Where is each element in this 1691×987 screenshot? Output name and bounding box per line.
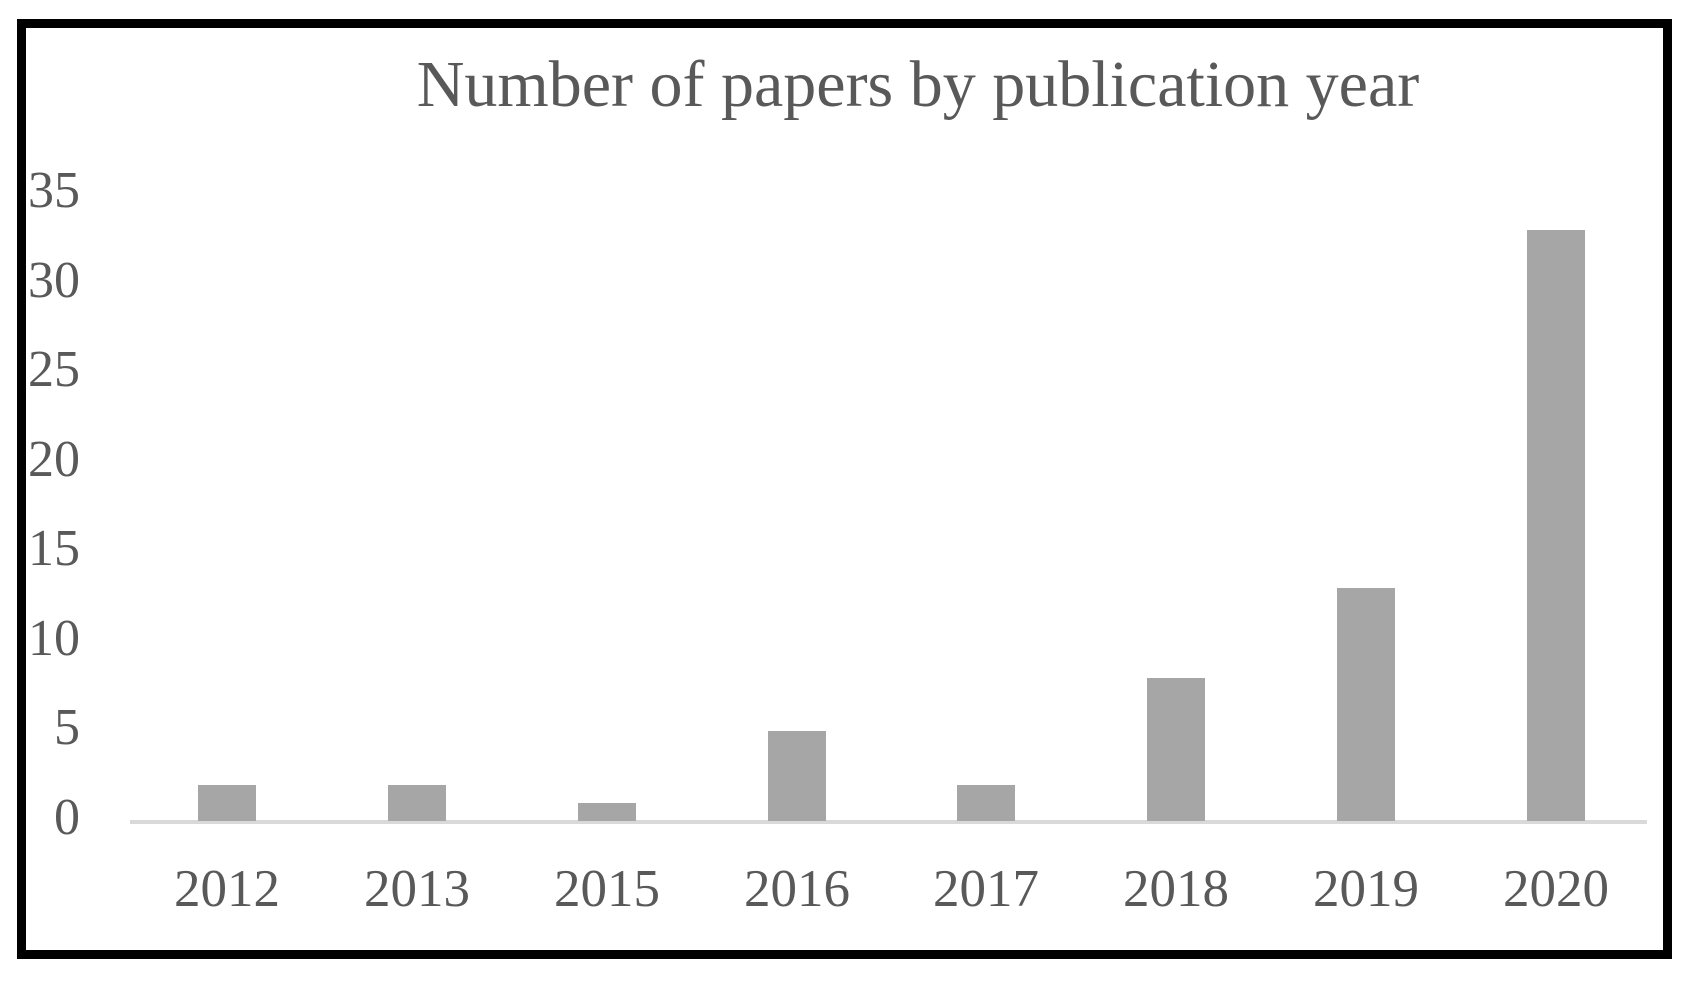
bar-2013	[388, 785, 446, 821]
x-axis-tick-label: 2016	[744, 860, 850, 918]
y-axis-tick-label: 25	[28, 341, 80, 398]
y-axis-tick-label: 0	[54, 789, 80, 846]
bar-2019	[1337, 588, 1395, 821]
x-axis-tick-label: 2015	[554, 860, 660, 918]
chart-title: Number of papers by publication year	[416, 48, 1420, 121]
y-axis-tick-label: 15	[28, 520, 80, 577]
bar-2016	[768, 731, 826, 821]
y-axis-tick-label: 30	[28, 252, 80, 309]
bar-2015	[578, 803, 636, 821]
bar-2017	[957, 785, 1015, 821]
bar-2018	[1147, 678, 1205, 821]
x-axis-tick-label: 2020	[1503, 860, 1609, 918]
y-axis-tick-label: 35	[28, 162, 80, 219]
bar-2020	[1527, 230, 1585, 821]
x-axis-tick-label: 2018	[1123, 860, 1229, 918]
bar-2012	[198, 785, 256, 821]
y-axis-tick-label: 20	[28, 431, 80, 488]
x-axis-tick-label: 2012	[174, 860, 280, 918]
y-axis-tick-label: 10	[28, 610, 80, 667]
figure-border	[17, 19, 1672, 959]
x-axis-tick-label: 2013	[364, 860, 470, 918]
x-axis-tick-label: 2017	[933, 860, 1039, 918]
y-axis-tick-label: 5	[54, 699, 80, 756]
x-axis-line	[130, 820, 1647, 824]
x-axis-tick-label: 2019	[1313, 860, 1419, 918]
